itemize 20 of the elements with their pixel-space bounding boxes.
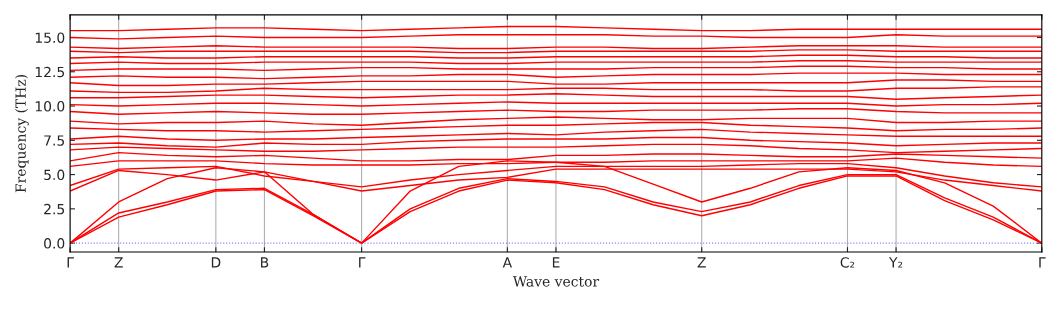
y-tick-label: 2.5: [44, 203, 65, 215]
x-tick-label: Γ: [359, 257, 366, 268]
x-tick-label: A: [502, 257, 513, 268]
x-tick-label: Y₂: [889, 257, 903, 268]
y-tick-label: 10.0: [35, 101, 65, 112]
x-tick-label: C₂: [840, 257, 855, 268]
y-tick-label: 0.0: [44, 238, 65, 249]
x-tick-label: Γ: [1039, 257, 1046, 268]
y-tick-label: 15.0: [35, 32, 65, 43]
x-tick-label: Z: [697, 257, 706, 268]
x-tick-label: E: [552, 257, 560, 268]
x-tick-label: B: [261, 257, 269, 268]
y-tick-label: 7.5: [44, 135, 65, 146]
x-axis-title: Wave vector: [512, 276, 600, 287]
x-tick-label: Γ: [67, 257, 74, 268]
y-axis-title: Frequency (THz): [15, 75, 29, 193]
x-tick-label: D: [211, 257, 221, 268]
y-tick-label: 12.5: [35, 66, 65, 78]
y-tick-label: 5.0: [44, 169, 65, 181]
x-tick-label: Z: [114, 257, 123, 268]
